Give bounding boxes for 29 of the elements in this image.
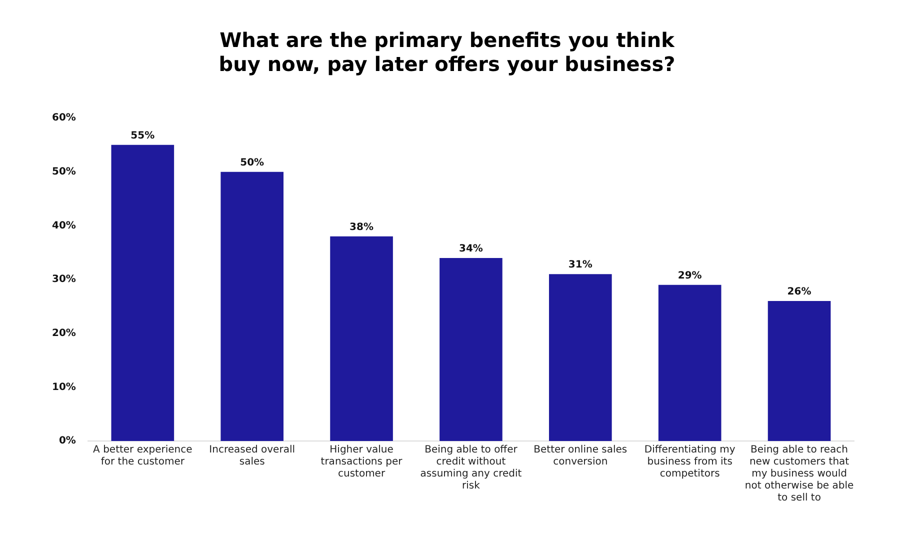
x-tick-label: Increased overall sales (209, 444, 296, 468)
data-label: 55% (130, 130, 155, 142)
x-tick-label: Better online sales conversion (534, 444, 628, 468)
bar (658, 284, 722, 441)
bar (330, 236, 393, 441)
bar (220, 172, 284, 441)
data-label: 29% (678, 270, 702, 282)
y-tick-label: 10% (52, 382, 76, 393)
y-tick-label: 0% (58, 436, 76, 447)
bar (440, 258, 502, 441)
data-label: 34% (459, 244, 483, 255)
chart-title: What are the primary benefits you think buy now, pay later offers your business? (218, 28, 676, 76)
bar (768, 301, 831, 441)
x-tick-label: A better experience for the customer (93, 444, 192, 468)
data-label: 26% (787, 286, 812, 298)
y-tick-label: 50% (52, 166, 76, 178)
x-tick-label: Higher value transactions per customer (320, 444, 404, 480)
data-label: 50% (240, 157, 264, 168)
x-tick-label: Being able to offer credit without assuming any credit risk (420, 444, 522, 492)
y-tick-label: 60% (52, 112, 76, 124)
data-label: 31% (568, 260, 592, 271)
bar (548, 274, 612, 441)
y-tick-label: 20% (52, 328, 76, 339)
bar (111, 144, 174, 441)
y-tick-label: 40% (52, 220, 76, 232)
x-tick-label: Differentiating my business from its competitors (644, 444, 736, 480)
y-tick-label: 30% (52, 274, 76, 286)
data-label: 38% (350, 222, 374, 234)
x-tick-label: Being able to reach new customers that my business would not otherwise be able to sell to (744, 444, 854, 504)
